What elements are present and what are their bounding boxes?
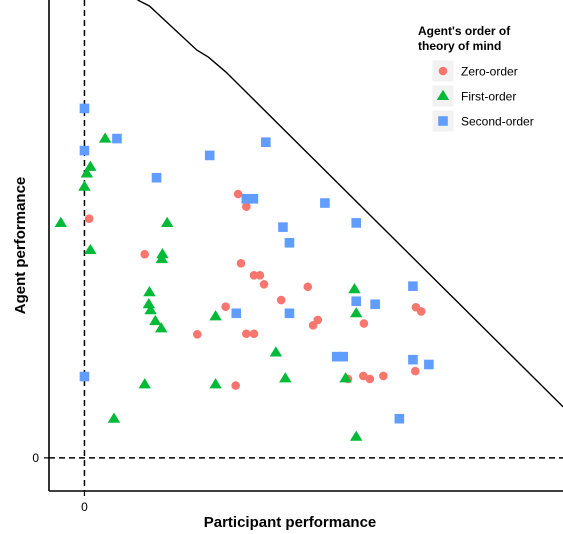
- data-point-square: [351, 218, 362, 228]
- data-point-triangle: [160, 216, 174, 227]
- legend-key-square: [438, 116, 448, 126]
- data-point-triangle: [350, 430, 363, 441]
- data-point-circle: [259, 280, 269, 289]
- data-point-circle: [249, 271, 259, 280]
- data-point-square: [241, 194, 252, 204]
- data-point-triangle: [84, 160, 97, 171]
- data-point-circle: [242, 329, 251, 339]
- data-point-square: [278, 222, 288, 232]
- data-point-circle: [359, 319, 369, 328]
- legend-items: Zero-order First-order Second-order: [431, 59, 534, 133]
- y-axis-title: Agent performance: [12, 177, 29, 315]
- data-point-circle: [379, 371, 388, 381]
- data-point-triangle: [107, 412, 121, 423]
- data-point-triangle: [78, 180, 91, 191]
- data-point-triangle: [279, 372, 292, 383]
- legend-key-circle: [438, 66, 448, 76]
- data-point-circle: [84, 214, 94, 223]
- data-point-circle: [192, 330, 202, 339]
- legend-label: Second-order: [461, 115, 534, 129]
- series-first-order: [54, 132, 363, 441]
- data-point-square: [204, 150, 215, 161]
- legend-key-triangle: [436, 89, 450, 101]
- legend: Agent's order of theory of mind Zero-ord…: [418, 24, 534, 133]
- data-point-circle: [221, 302, 230, 311]
- data-point-square: [79, 145, 90, 156]
- data-point-circle: [416, 307, 426, 316]
- data-point-square: [79, 103, 90, 114]
- legend-label: Zero-order: [461, 65, 518, 79]
- data-point-triangle: [142, 298, 156, 309]
- data-point-triangle: [149, 314, 162, 326]
- series-zero-order: [84, 189, 426, 390]
- data-point-square: [331, 351, 342, 362]
- series-second-order: [79, 103, 434, 424]
- data-point-triangle: [348, 282, 361, 294]
- data-point-square: [408, 354, 418, 365]
- data-point-circle: [140, 249, 150, 259]
- data-point-triangle: [98, 132, 112, 143]
- data-point-triangle: [156, 248, 169, 259]
- data-point-square: [151, 172, 162, 183]
- data-point-square: [351, 296, 362, 307]
- x-axis-title: Participant performance: [204, 514, 377, 531]
- data-point-triangle: [209, 378, 222, 389]
- data-point-circle: [410, 366, 420, 376]
- legend-title-line-1: Agent's order of: [418, 24, 511, 38]
- data-point-square: [424, 359, 434, 370]
- data-point-circle: [249, 329, 259, 339]
- data-point-square: [248, 194, 259, 204]
- data-point-circle: [303, 282, 313, 292]
- data-point-circle: [365, 374, 375, 384]
- legend-title-line-2: theory of mind: [418, 39, 501, 53]
- data-point-triangle: [144, 304, 157, 315]
- data-point-triangle: [350, 307, 363, 318]
- data-point-square: [79, 371, 90, 382]
- plot-area: [49, 0, 563, 491]
- data-point-triangle: [138, 378, 151, 389]
- data-point-square: [284, 308, 295, 319]
- x-tick-label: 0: [81, 500, 88, 514]
- data-point-square: [231, 308, 242, 319]
- data-point-triangle: [339, 372, 352, 383]
- data-point-triangle: [84, 243, 97, 255]
- data-point-square: [338, 351, 349, 362]
- data-point-triangle: [80, 167, 94, 178]
- data-point-square: [394, 413, 405, 424]
- data-point-triangle: [143, 285, 156, 297]
- y-tick-label: 0: [32, 451, 39, 465]
- data-point-circle: [359, 371, 368, 381]
- data-point-circle: [242, 202, 251, 211]
- data-point-circle: [308, 321, 318, 330]
- data-point-square: [370, 299, 380, 310]
- data-point-triangle: [269, 346, 283, 357]
- legend-label: First-order: [461, 90, 516, 104]
- data-point-circle: [236, 258, 246, 268]
- data-point-circle: [255, 271, 265, 280]
- data-point-triangle: [54, 216, 68, 227]
- data-point-square: [408, 281, 418, 291]
- boundary-line: [137, 0, 563, 408]
- data-point-circle: [233, 189, 243, 199]
- data-point-circle: [231, 381, 240, 390]
- data-point-circle: [276, 295, 286, 305]
- data-point-square: [284, 237, 295, 248]
- data-point-square: [112, 133, 122, 144]
- data-point-triangle: [209, 310, 222, 321]
- data-point-square: [261, 137, 271, 147]
- axis-ticks: 00: [32, 451, 88, 514]
- data-point-triangle: [155, 322, 168, 333]
- data-point-square: [320, 198, 330, 208]
